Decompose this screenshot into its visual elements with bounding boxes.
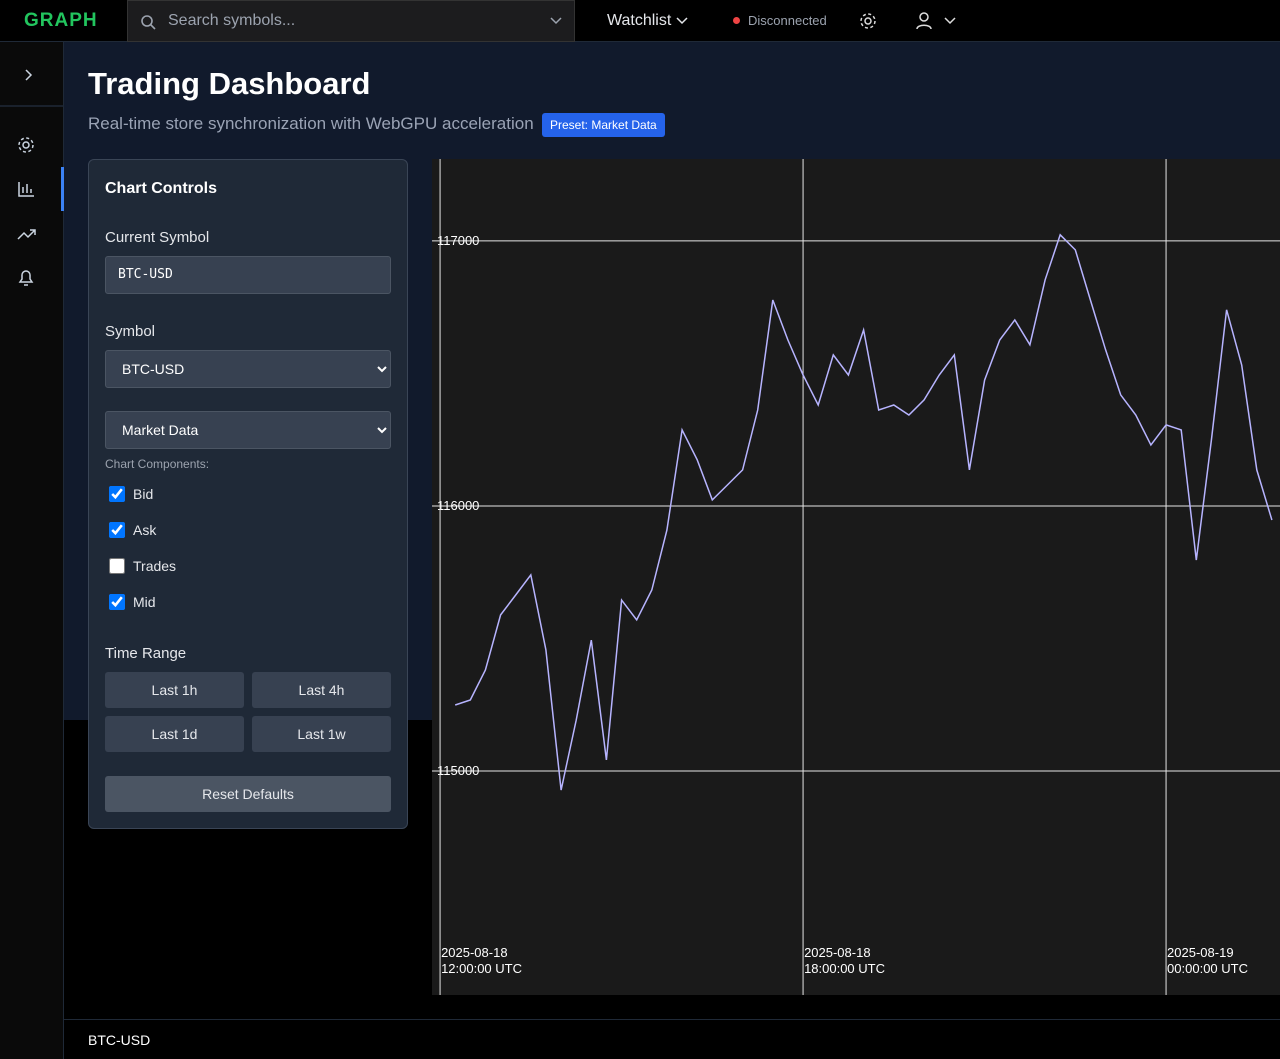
component-option[interactable]: Bid	[109, 486, 309, 502]
component-label: Ask	[133, 522, 157, 538]
status: Disconnected	[748, 13, 827, 28]
search-icon	[141, 15, 156, 30]
user-menu[interactable]	[915, 11, 959, 31]
active-indicator	[61, 167, 64, 211]
settings-icon[interactable]	[859, 12, 877, 30]
component-option[interactable]: Ask	[109, 522, 309, 538]
footer-symbol: BTC-USD	[88, 1032, 151, 1048]
chevron	[550, 17, 562, 25]
x-tick-label: 2025-08-18 18:00:00 UTC	[804, 945, 885, 976]
alerts-nav[interactable]	[18, 270, 34, 286]
sidebar	[0, 42, 64, 1059]
charts-nav[interactable]	[18, 182, 34, 197]
panel-title: Chart Controls	[105, 180, 217, 197]
chart-bg	[432, 159, 1280, 995]
time-range-button[interactable]: Last 4h	[252, 672, 391, 708]
search-box[interactable]: Search symbols...	[127, 0, 575, 42]
current-symbol: BTC-USD	[105, 256, 391, 294]
page-title: Trading Dashboard	[88, 66, 371, 101]
y-tick-label: 117000	[437, 233, 479, 248]
chart: 115000 116000 117000	[432, 159, 1280, 995]
component-label: Trades	[133, 558, 177, 574]
label: Time Range	[105, 645, 187, 662]
checkbox[interactable]	[109, 558, 125, 574]
symbol-select[interactable]: BTC-USD	[105, 350, 391, 388]
settings-nav[interactable]	[18, 137, 34, 153]
checkbox[interactable]	[109, 594, 125, 610]
search-placeholder: Search symbols...	[168, 12, 296, 29]
watchlist-label: Watchlist	[607, 12, 672, 29]
time-range-button[interactable]: Last 1w	[252, 716, 391, 752]
time-range-button[interactable]: Last 1h	[105, 672, 244, 708]
label: Symbol	[105, 323, 156, 340]
label: Current Symbol	[105, 229, 210, 246]
component-option[interactable]: Trades	[109, 558, 309, 574]
subtitle: Real-time store synchronization with Web…	[88, 114, 534, 133]
controls-panel: Chart Controls Current Symbol BTC-USD Sy…	[88, 159, 408, 829]
y-tick-label: 115000	[437, 763, 479, 778]
x-tick-label: 2025-08-19 00:00:00 UTC	[1167, 945, 1248, 976]
component-label: Mid	[133, 594, 156, 610]
footer: BTC-USD	[64, 1019, 1280, 1059]
preset-badge: Preset: Market Data	[542, 113, 665, 137]
expand-icon[interactable]	[25, 69, 33, 81]
component-label: Bid	[133, 486, 154, 502]
checkbox[interactable]	[109, 486, 125, 502]
trends-nav[interactable]	[17, 229, 36, 240]
price-line	[454, 233, 1273, 791]
status-dot	[733, 17, 740, 24]
reset-button[interactable]: Reset Defaults	[105, 776, 391, 812]
logo[interactable]: GRAPH	[24, 10, 98, 31]
component-option[interactable]: Mid	[109, 594, 309, 610]
checkbox[interactable]	[109, 522, 125, 538]
watchlist[interactable]: Watchlist	[607, 12, 688, 30]
preset-select[interactable]: Market Data	[105, 411, 391, 449]
x-tick-label: 2025-08-18 12:00:00 UTC	[441, 945, 522, 976]
sidebar-icons	[0, 69, 64, 286]
label: Chart Components:	[105, 457, 210, 471]
chevron	[676, 17, 688, 25]
y-tick-label: 116000	[437, 498, 479, 513]
time-range-button[interactable]: Last 1d	[105, 716, 244, 752]
